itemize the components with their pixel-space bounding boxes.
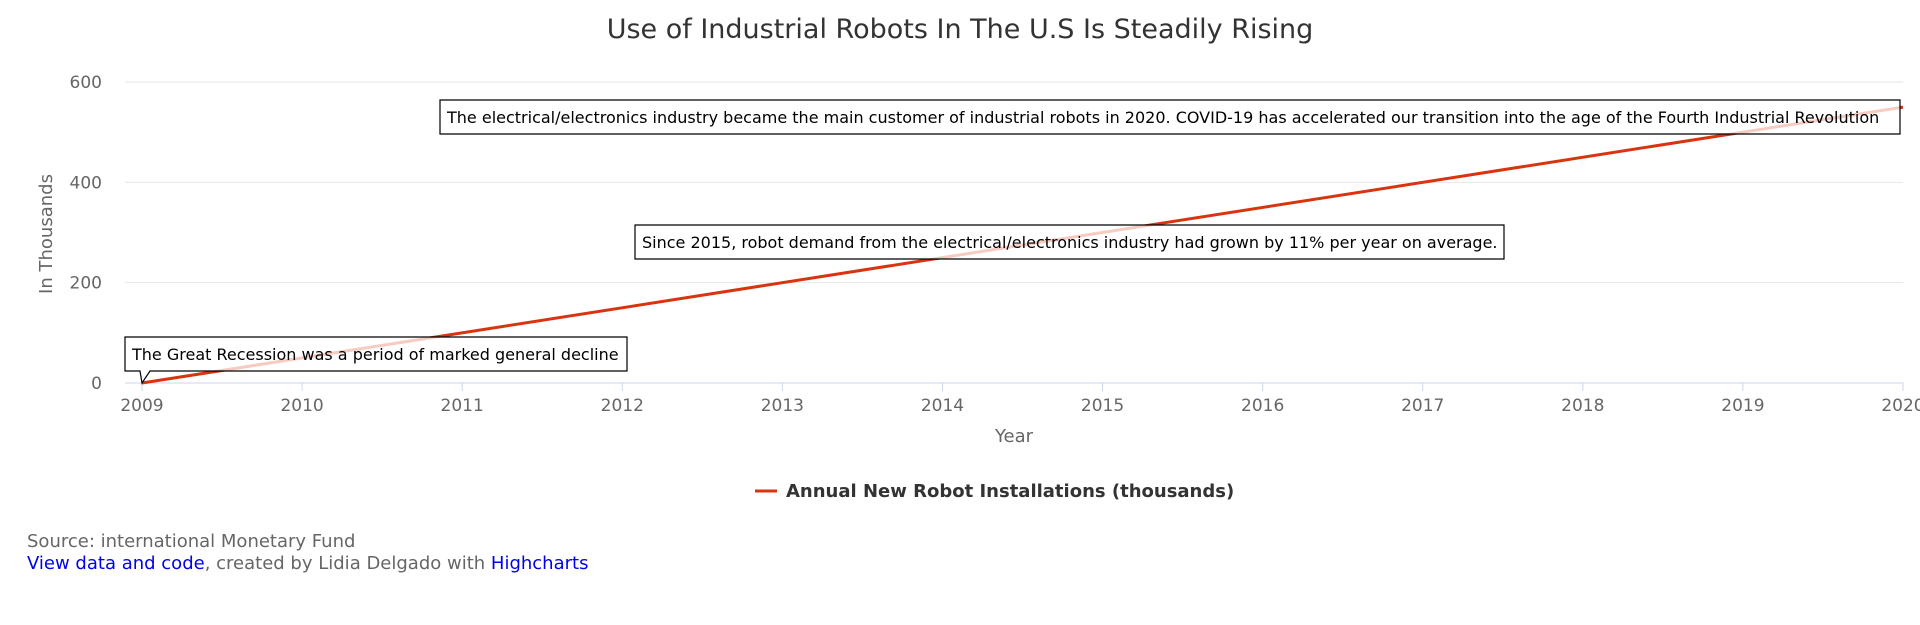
y-tick-label: 600	[70, 73, 102, 93]
x-tick-label: 2019	[1721, 396, 1764, 416]
annotation-0: The Great Recession was a period of mark…	[124, 336, 628, 385]
x-tick-label: 2009	[120, 396, 163, 416]
axes: 0 200 400 600 2009 2010 2011 2012 2013 2014 2015 20…	[70, 73, 1920, 416]
x-axis-title: Year	[994, 426, 1034, 447]
credits-line: View data and code, created by Lidia Del…	[27, 553, 588, 575]
grid-lines	[125, 81, 1903, 284]
annotation-text: Since 2015, robot demand from the electr…	[642, 233, 1498, 252]
x-tick-label: 2014	[921, 396, 964, 416]
annotation-box	[439, 99, 1901, 135]
highcharts-link[interactable]: Highcharts	[490, 553, 589, 574]
x-tick-label: 2010	[280, 396, 323, 416]
annotation-box	[124, 336, 628, 385]
y-tick-label: 200	[70, 274, 102, 294]
y-axis-title: In Thousands	[36, 174, 57, 294]
x-tick-label: 2013	[761, 396, 804, 416]
legend[interactable]: Annual New Robot Installations (thousand…	[755, 481, 1234, 502]
annotations: The Great Recession was a period of mark…	[124, 99, 1901, 385]
chart-title: Use of Industrial Robots In The U.S Is S…	[607, 14, 1314, 45]
x-tick-label: 2020	[1881, 396, 1920, 416]
annotation-box	[634, 224, 1505, 260]
view-data-link[interactable]: View data and code	[27, 553, 205, 574]
y-tick-label: 0	[91, 374, 102, 394]
annotation-text: The Great Recession was a period of mark…	[131, 345, 619, 364]
x-tick-label: 2017	[1401, 396, 1444, 416]
annotation-text: The electrical/electronics industry beca…	[446, 108, 1879, 127]
legend-label[interactable]: Annual New Robot Installations (thousand…	[786, 481, 1234, 502]
annotation-2: The electrical/electronics industry beca…	[439, 99, 1901, 135]
x-tick-label: 2012	[601, 396, 644, 416]
credits: Source: international Monetary Fund View…	[27, 531, 588, 575]
x-tick-label: 2016	[1241, 396, 1284, 416]
y-tick-label: 400	[70, 173, 102, 193]
source-text: Source: international Monetary Fund	[27, 531, 356, 552]
x-tick-label: 2018	[1561, 396, 1604, 416]
annotation-1: Since 2015, robot demand from the electr…	[634, 224, 1505, 260]
credits-middle-text: , created by Lidia Delgado with	[204, 553, 491, 574]
x-tick-label: 2011	[441, 396, 484, 416]
x-tick-label: 2015	[1081, 396, 1124, 416]
